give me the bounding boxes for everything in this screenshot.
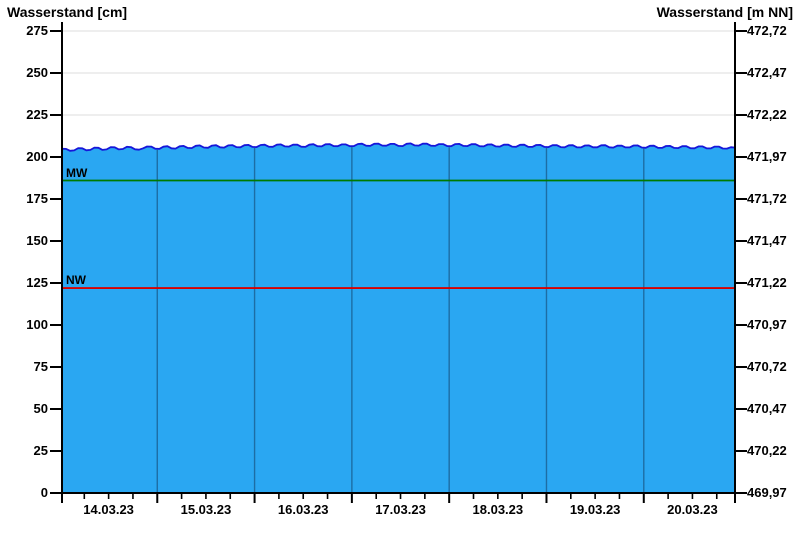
y-left-tick-label: 225: [26, 107, 48, 122]
y-left-tick-label: 200: [26, 149, 48, 164]
y-left-tick-label: 25: [33, 443, 48, 458]
y-right-tick-label: 472,47: [747, 65, 787, 80]
left-axis-title: Wasserstand [cm]: [7, 4, 128, 20]
x-tick-label: 19.03.23: [569, 502, 621, 517]
x-tick-label: 20.03.23: [667, 502, 718, 517]
y-right-tick-label: 472,72: [747, 23, 787, 38]
y-right-tick-label: 469,97: [747, 485, 787, 500]
y-left-tick-label: 275: [26, 23, 48, 38]
water-level-line: [61, 142, 736, 152]
x-tick-label: 14.03.23: [83, 502, 134, 517]
y-right-tick-label: 471,97: [747, 149, 787, 164]
y-right-tick-label: 472,22: [747, 107, 787, 122]
water-level-area: [62, 143, 735, 493]
x-tick-label: 17.03.23: [375, 502, 426, 517]
y-left-tick-label: 150: [26, 233, 48, 248]
y-left-tick-label: 75: [33, 359, 48, 374]
right-axis-title: Wasserstand [m NN]: [656, 4, 793, 20]
y-left-tick-label: 50: [33, 401, 48, 416]
y-right-tick-label: 470,47: [747, 401, 787, 416]
y-right-tick-label: 470,72: [747, 359, 787, 374]
y-right-tick-label: 471,72: [747, 191, 787, 206]
y-left-tick-label: 0: [40, 485, 48, 500]
y-left-tick-label: 250: [26, 65, 48, 80]
y-right-tick-label: 470,22: [747, 443, 787, 458]
x-tick-label: 15.03.23: [180, 502, 232, 517]
y-right-tick-label: 471,22: [747, 275, 787, 290]
x-tick-label: 16.03.23: [277, 502, 329, 517]
y-right-tick-label: 470,97: [747, 317, 787, 332]
y-right-tick-label: 471,47: [747, 233, 787, 248]
y-left-tick-label: 175: [26, 191, 48, 206]
x-tick-label: 18.03.23: [472, 502, 524, 517]
y-left-tick-label: 100: [26, 317, 48, 332]
mw-reference-label: MW: [66, 165, 88, 180]
y-left-tick-label: 125: [26, 275, 48, 290]
nw-reference-label: NW: [66, 273, 86, 288]
